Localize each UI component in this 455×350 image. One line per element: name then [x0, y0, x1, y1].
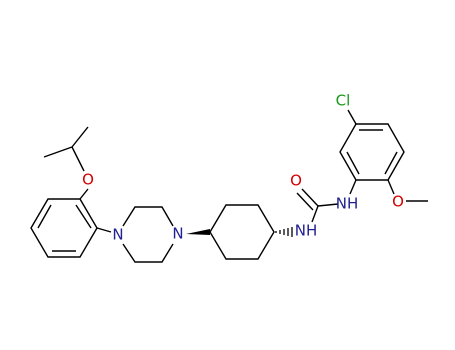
atom-label: O — [82, 171, 94, 189]
hashed-bond — [275, 227, 293, 237]
atom-label: N — [112, 226, 123, 244]
atom-label: O — [392, 193, 404, 211]
bonds — [30, 109, 428, 263]
atom-label: NH — [295, 222, 318, 240]
wedge-bond — [186, 229, 210, 235]
atom-label: O — [290, 172, 302, 190]
atom-label: N — [172, 225, 183, 243]
atom-label: Cl — [336, 92, 351, 110]
atom-label: NH — [336, 195, 359, 213]
